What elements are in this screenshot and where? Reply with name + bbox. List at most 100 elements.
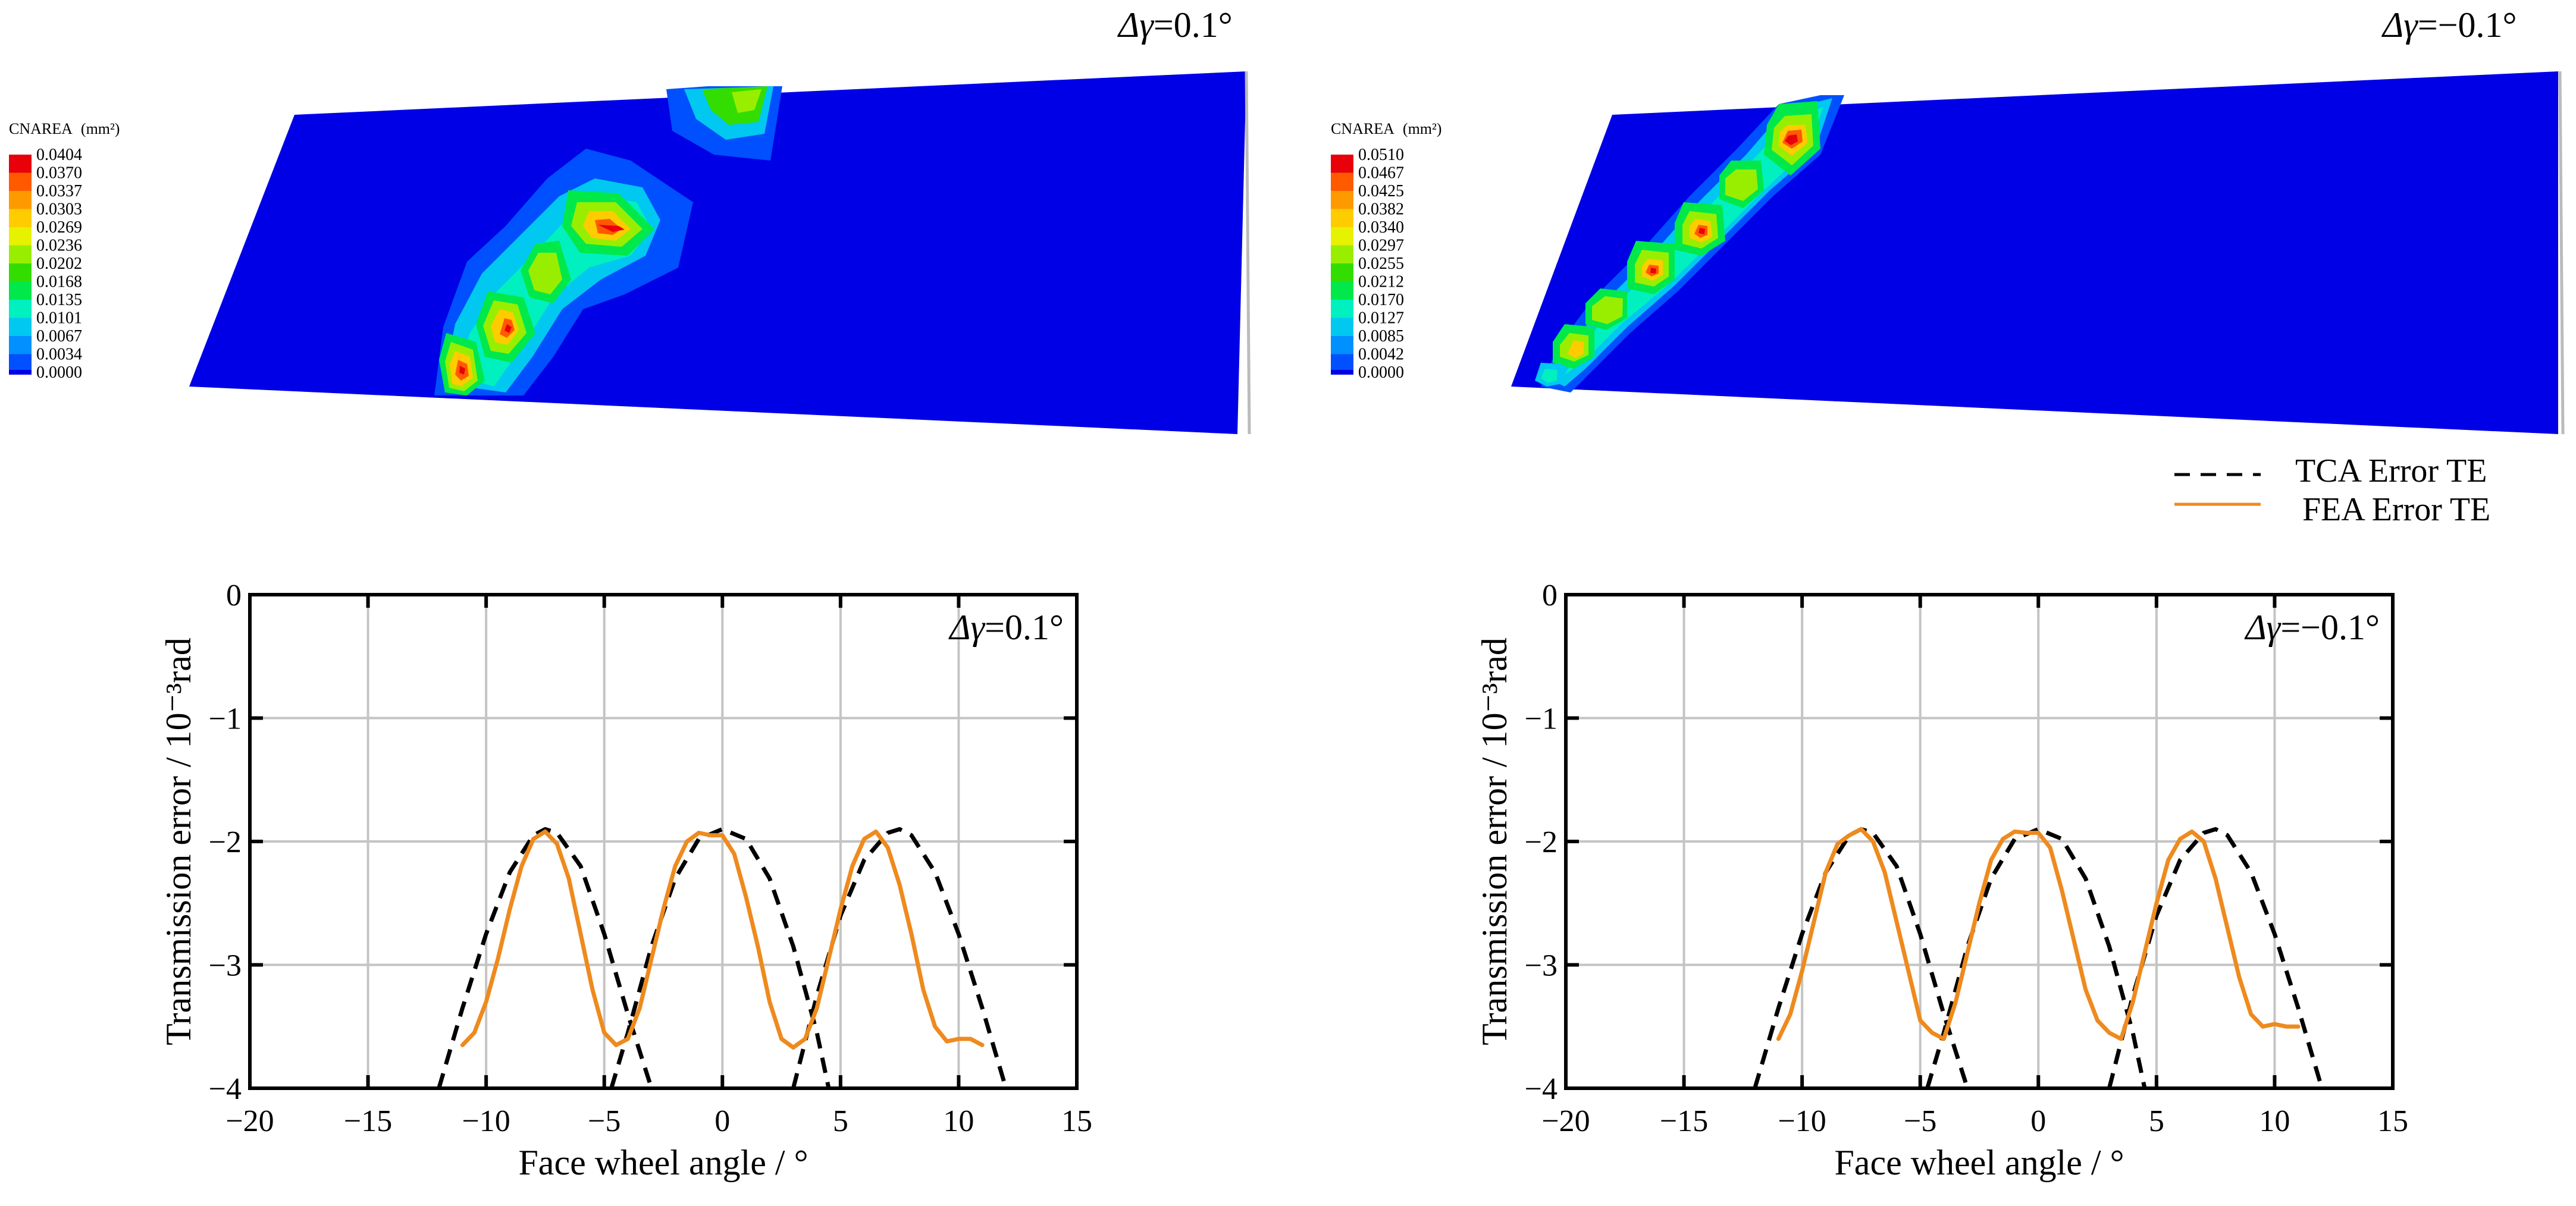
legend-value: 0.0085 bbox=[1358, 327, 1404, 346]
x-tick-label: 10 bbox=[2259, 1104, 2290, 1138]
legend-value: 0.0127 bbox=[1358, 309, 1404, 328]
legend-swatch bbox=[9, 354, 32, 372]
contact-patches-2 bbox=[1535, 95, 1844, 392]
tca-error-line bbox=[1925, 827, 2147, 1088]
legend-value: 0.0000 bbox=[36, 363, 82, 382]
legend-swatch bbox=[9, 245, 32, 263]
legend-swatch bbox=[1331, 354, 1353, 372]
y-tick-label: −1 bbox=[1525, 702, 1557, 736]
line-chart-1: −20 −15 −10 −5 0 5 10 15 0 −1 −2 −3 −4 Face wheel ang… bbox=[159, 579, 1092, 1182]
legend-value: 0.0135 bbox=[36, 291, 82, 309]
legend-value: 0.0255 bbox=[1358, 255, 1404, 273]
legend-value: 0.0337 bbox=[36, 182, 82, 200]
tooth-edge-1 bbox=[1245, 71, 1251, 435]
y-tick-label: −1 bbox=[209, 702, 242, 736]
legend-value: 0.0303 bbox=[36, 200, 82, 219]
y-tick-label: −3 bbox=[209, 949, 242, 983]
chart-annotation: Δγ=0.1° bbox=[948, 608, 1064, 647]
legend-swatch bbox=[1331, 191, 1353, 209]
color-legend-1: CNAREA (mm²) 0.04040.03700.03370.03030.02… bbox=[9, 120, 120, 382]
fea-error-line bbox=[460, 829, 985, 1050]
legend-swatch bbox=[1331, 336, 1353, 354]
x-tick-label: −20 bbox=[1541, 1104, 1590, 1138]
x-tick-label: −5 bbox=[588, 1104, 621, 1138]
legend-swatch bbox=[9, 336, 32, 354]
x-tick-label: −10 bbox=[462, 1104, 510, 1138]
color-legend-2: CNAREA (mm²) 0.05100.04670.04250.03820.03… bbox=[1331, 120, 1441, 382]
legend-value: 0.0370 bbox=[36, 164, 82, 183]
legend-value: 0.0000 bbox=[1358, 363, 1404, 382]
legend-value: 0.0168 bbox=[36, 273, 82, 291]
contour-title-2: Δγ=−0.1° bbox=[2381, 5, 2517, 45]
x-tick-label: 5 bbox=[833, 1104, 848, 1138]
legend-swatch bbox=[1331, 300, 1353, 318]
contact-patches-1 bbox=[434, 86, 782, 395]
legend-swatch bbox=[1331, 370, 1353, 375]
legend-tca-label: TCA Error TE bbox=[2295, 453, 2487, 489]
legend-value: 0.0269 bbox=[36, 218, 82, 237]
y-tick-label: −2 bbox=[1525, 825, 1557, 859]
legend-swatch bbox=[1331, 245, 1353, 263]
y-tick-label: −4 bbox=[1525, 1072, 1557, 1106]
x-axis-label: Face wheel angle / ° bbox=[1834, 1143, 2124, 1182]
tca-error-line bbox=[437, 827, 654, 1088]
legend-labels-1: 0.04040.03700.03370.03030.02690.02360.02… bbox=[36, 146, 82, 382]
x-tick-label: 0 bbox=[714, 1104, 730, 1138]
y-tick-label: −2 bbox=[209, 825, 242, 859]
legend-swatch bbox=[1331, 155, 1353, 173]
legend-swatch bbox=[9, 155, 32, 173]
y-axis-label: Transmission error / 10⁻³rad bbox=[1475, 637, 1514, 1045]
fea-error-line bbox=[1776, 827, 2301, 1041]
ticks: −20 −15 −10 −5 0 5 10 15 0 −1 −2 −3 −4 bbox=[1525, 579, 2408, 1138]
legend-value: 0.0382 bbox=[1358, 200, 1404, 219]
x-tick-label: 5 bbox=[2149, 1104, 2164, 1138]
legend-value: 0.0467 bbox=[1358, 164, 1404, 183]
legend-fea-label: FEA Error TE bbox=[2302, 491, 2490, 528]
x-axis-label: Face wheel angle / ° bbox=[518, 1143, 808, 1182]
legend-swatch bbox=[9, 172, 32, 191]
x-tick-label: −5 bbox=[1904, 1104, 1936, 1138]
legend-value: 0.0202 bbox=[36, 255, 82, 273]
legend-labels-2: 0.05100.04670.04250.03820.03400.02970.02… bbox=[1358, 146, 1404, 382]
contour-panel-2: Δγ=−0.1° bbox=[1331, 5, 2565, 435]
chart-annotation: Δγ=−0.1° bbox=[2244, 608, 2380, 647]
legend-swatch bbox=[1331, 209, 1353, 227]
x-tick-label: 0 bbox=[2030, 1104, 2046, 1138]
x-tick-label: 15 bbox=[2377, 1104, 2408, 1138]
y-tick-label: −4 bbox=[209, 1072, 242, 1106]
legend-swatch bbox=[1331, 263, 1353, 282]
legend-value: 0.0425 bbox=[1358, 182, 1404, 200]
legend-value: 0.0297 bbox=[1358, 237, 1404, 255]
contour-panel-1: Δγ=0.1° bbox=[9, 5, 1251, 435]
legend-swatches-2 bbox=[1331, 155, 1353, 375]
y-axis-label: Transmission error / 10⁻³rad bbox=[159, 637, 198, 1045]
tca-error-line bbox=[791, 827, 1008, 1088]
tooth-edge-2 bbox=[2558, 71, 2565, 435]
legend-swatch bbox=[1331, 227, 1353, 246]
legend-swatch bbox=[9, 191, 32, 209]
legend-value: 0.0067 bbox=[36, 327, 82, 346]
legend-swatch bbox=[1331, 318, 1353, 336]
contour-title-1: Δγ=0.1° bbox=[1117, 5, 1233, 45]
x-tick-label: −15 bbox=[1660, 1104, 1708, 1138]
legend-title-1: CNAREA (mm²) bbox=[9, 120, 120, 137]
legend-swatch bbox=[1331, 281, 1353, 300]
legend-swatch bbox=[9, 318, 32, 336]
legend-value: 0.0042 bbox=[1358, 346, 1404, 364]
legend-value: 0.0170 bbox=[1358, 291, 1404, 309]
y-tick-label: 0 bbox=[226, 579, 242, 613]
legend-value: 0.0034 bbox=[36, 346, 82, 364]
tca-error-line bbox=[1753, 827, 1970, 1088]
y-tick-label: −3 bbox=[1525, 949, 1557, 983]
x-tick-label: 10 bbox=[943, 1104, 974, 1138]
legend-swatch bbox=[1331, 172, 1353, 191]
x-tick-label: −10 bbox=[1778, 1104, 1826, 1138]
legend-swatches-1 bbox=[9, 155, 32, 375]
tca-error-line bbox=[609, 827, 831, 1088]
legend-title-2: CNAREA (mm²) bbox=[1331, 120, 1441, 137]
line-chart-2: −20 −15 −10 −5 0 5 10 15 0 −1 −2 −3 −4 Face wheel ang… bbox=[1475, 579, 2408, 1182]
legend-swatch bbox=[9, 209, 32, 227]
grid bbox=[1566, 595, 2393, 1088]
legend-swatch bbox=[9, 281, 32, 300]
